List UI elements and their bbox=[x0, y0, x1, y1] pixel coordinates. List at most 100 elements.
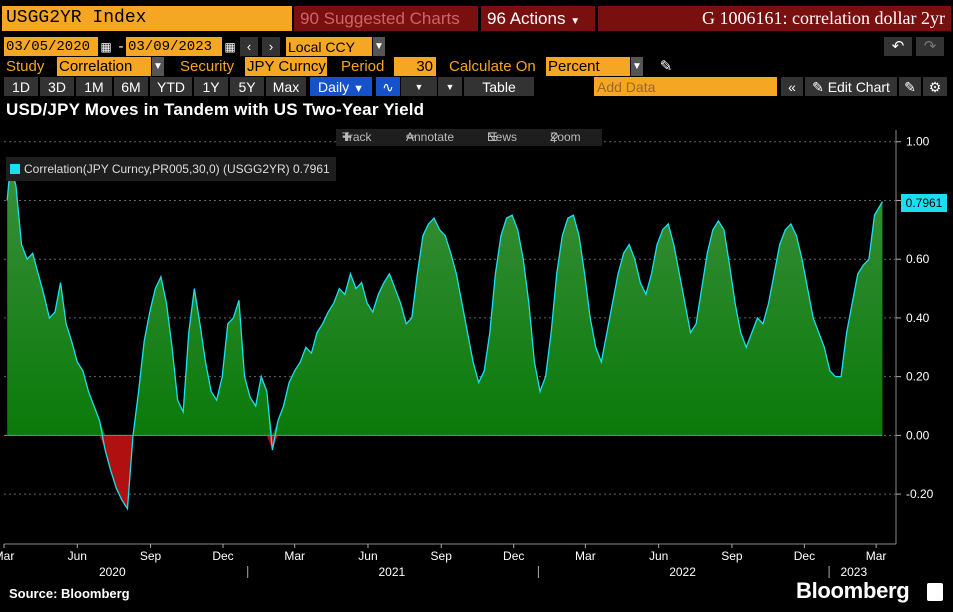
period-input[interactable]: 30 bbox=[394, 57, 436, 76]
news-label: News bbox=[487, 130, 518, 144]
period-max-button[interactable]: Max bbox=[266, 77, 306, 96]
start-date-input[interactable]: 03/05/2020 bbox=[4, 37, 98, 56]
x-year-label: 2020 bbox=[99, 565, 126, 578]
y-tick-label: 0.60 bbox=[906, 252, 930, 266]
period-row: 1D 3D 1M 6M YTD 1Y 5Y Max Daily ▼ ∿ ▼ ▼ … bbox=[0, 77, 953, 97]
actions-label: Actions bbox=[509, 9, 566, 28]
security-label: Security bbox=[180, 58, 235, 75]
y-tick-label: -0.20 bbox=[906, 487, 934, 501]
calculate-on-label: Calculate On bbox=[449, 58, 536, 75]
chevron-down-icon[interactable]: ▼ bbox=[373, 37, 385, 56]
positive-area bbox=[7, 165, 883, 436]
period-label: Period bbox=[341, 58, 385, 75]
bloomberg-icon bbox=[927, 583, 943, 601]
period-3d-button[interactable]: 3D bbox=[40, 77, 74, 96]
chart-legend[interactable]: Correlation(JPY Curncy,PR005,30,0) (USGG… bbox=[6, 157, 336, 181]
security-input[interactable]: JPY Curncy bbox=[245, 57, 327, 76]
study-label: Study bbox=[6, 58, 45, 75]
x-tick-label: Mar bbox=[575, 549, 596, 563]
line-chart-icon[interactable]: ∿ bbox=[376, 77, 400, 96]
chart-suggest-icon: 90 bbox=[300, 9, 324, 28]
period-6m-button[interactable]: 6M bbox=[114, 77, 148, 96]
zoom-label: Zoom bbox=[550, 130, 581, 144]
x-year-label: 2023 bbox=[840, 565, 867, 578]
x-tick-label: Dec bbox=[503, 549, 524, 563]
add-data-input[interactable]: Add Data bbox=[594, 77, 777, 96]
ticker-input[interactable]: USGG2YR Index bbox=[2, 6, 292, 31]
chart-tools-bar: ✚ Track ✏ Annotate ☰ News ⚲ Zoom bbox=[336, 129, 602, 146]
x-year-label: 2021 bbox=[379, 565, 406, 578]
x-tick-label: Sep bbox=[140, 549, 162, 563]
x-tick-label: Jun bbox=[358, 549, 377, 563]
end-date-input[interactable]: 03/09/2023 bbox=[126, 37, 222, 56]
x-tick-label: Dec bbox=[794, 549, 815, 563]
edit-chart-button[interactable]: ✎ Edit Chart bbox=[805, 77, 897, 96]
search-icon: ⚲ bbox=[550, 130, 559, 144]
period-ytd-button[interactable]: YTD bbox=[150, 77, 192, 96]
edit-chart-label: Edit Chart bbox=[827, 79, 890, 95]
study-select[interactable]: Correlation bbox=[57, 57, 151, 76]
gear-icon[interactable]: ⚙ bbox=[923, 77, 947, 96]
x-tick-label: Mar bbox=[866, 549, 887, 563]
next-arrow-icon[interactable]: › bbox=[262, 37, 280, 56]
undo-icon[interactable]: ↶ bbox=[884, 37, 912, 56]
track-label: Track bbox=[342, 130, 372, 144]
pencil-icon: ✎ bbox=[812, 79, 824, 95]
y-tick-label: 0.40 bbox=[906, 311, 930, 325]
chevron-down-icon: ▼ bbox=[353, 83, 364, 95]
date-range-row: 03/05/2020 ▦ - 03/09/2023 ▦ ‹ › Local CC… bbox=[0, 37, 953, 57]
actions-icon: 96 bbox=[487, 9, 510, 28]
top-toolbar: USGG2YR Index 90 Suggested Charts 96 Act… bbox=[0, 0, 953, 34]
y-tick-label: 1.00 bbox=[906, 135, 930, 149]
correlation-chart: -0.200.000.200.400.600.801.00MarJunSepDe… bbox=[0, 130, 934, 578]
source-note: Source: Bloomberg bbox=[9, 586, 130, 601]
suggested-charts-label: Suggested Charts bbox=[323, 9, 460, 28]
pencil-icon[interactable]: ✎ bbox=[659, 58, 673, 75]
calendar-icon[interactable]: ▦ bbox=[224, 40, 236, 54]
chevron-down-icon[interactable]: ▼ bbox=[152, 57, 164, 76]
crosshair-icon: ✚ bbox=[342, 130, 353, 144]
chevron-down-icon[interactable]: ▼ bbox=[401, 77, 437, 96]
x-tick-label: Mar bbox=[284, 549, 305, 563]
period-1d-button[interactable]: 1D bbox=[4, 77, 38, 96]
last-value-badge: 0.7961 bbox=[901, 194, 947, 212]
bloomberg-logo: Bloomberg bbox=[796, 578, 910, 603]
study-row: Study Correlation ▼ Security JPY Curncy … bbox=[0, 57, 953, 77]
x-tick-label: Dec bbox=[212, 549, 233, 563]
actions-button[interactable]: 96 Actions ▼ bbox=[481, 6, 595, 31]
edit-icon[interactable]: ✎ bbox=[899, 77, 921, 96]
frequency-select[interactable]: Daily ▼ bbox=[310, 77, 372, 96]
date-separator: - bbox=[118, 38, 124, 55]
table-button[interactable]: Table bbox=[464, 77, 534, 96]
prev-arrow-icon[interactable]: ‹ bbox=[240, 37, 258, 56]
chevron-down-icon[interactable]: ▼ bbox=[631, 57, 643, 76]
chevron-down-icon: ▼ bbox=[570, 16, 581, 27]
period-5y-button[interactable]: 5Y bbox=[230, 77, 264, 96]
x-tick-label: Sep bbox=[431, 549, 453, 563]
chart-title-bar: G 1006161: correlation dollar 2yr bbox=[598, 6, 951, 31]
news-icon: ☰ bbox=[487, 130, 498, 144]
calculate-on-select[interactable]: Percent bbox=[546, 57, 630, 76]
redo-icon[interactable]: ↷ bbox=[916, 37, 944, 56]
suggested-charts-button[interactable]: 90 Suggested Charts bbox=[294, 6, 478, 31]
series-line bbox=[6, 165, 884, 511]
legend-swatch bbox=[10, 164, 20, 174]
pencil-icon: ✏ bbox=[406, 130, 417, 144]
x-tick-label: Mar bbox=[0, 549, 14, 563]
x-year-label: 2022 bbox=[669, 565, 696, 578]
annotate-label: Annotate bbox=[406, 130, 455, 144]
legend-label: Correlation(JPY Curncy,PR005,30,0) (USGG… bbox=[24, 162, 330, 176]
frequency-label: Daily bbox=[318, 79, 350, 95]
calendar-icon[interactable]: ▦ bbox=[100, 40, 112, 54]
x-tick-label: Jun bbox=[68, 549, 87, 563]
y-tick-label: 0.00 bbox=[906, 428, 930, 442]
collapse-icon[interactable]: « bbox=[781, 77, 803, 96]
period-1m-button[interactable]: 1M bbox=[76, 77, 112, 96]
period-1y-button[interactable]: 1Y bbox=[194, 77, 228, 96]
chevron-down-icon[interactable]: ▼ bbox=[438, 77, 462, 96]
chart-headline: USD/JPY Moves in Tandem with US Two-Year… bbox=[6, 100, 425, 119]
x-tick-label: Jun bbox=[649, 549, 668, 563]
currency-select[interactable]: Local CCY bbox=[286, 37, 372, 56]
x-tick-label: Sep bbox=[721, 549, 743, 563]
y-tick-label: 0.20 bbox=[906, 370, 930, 384]
